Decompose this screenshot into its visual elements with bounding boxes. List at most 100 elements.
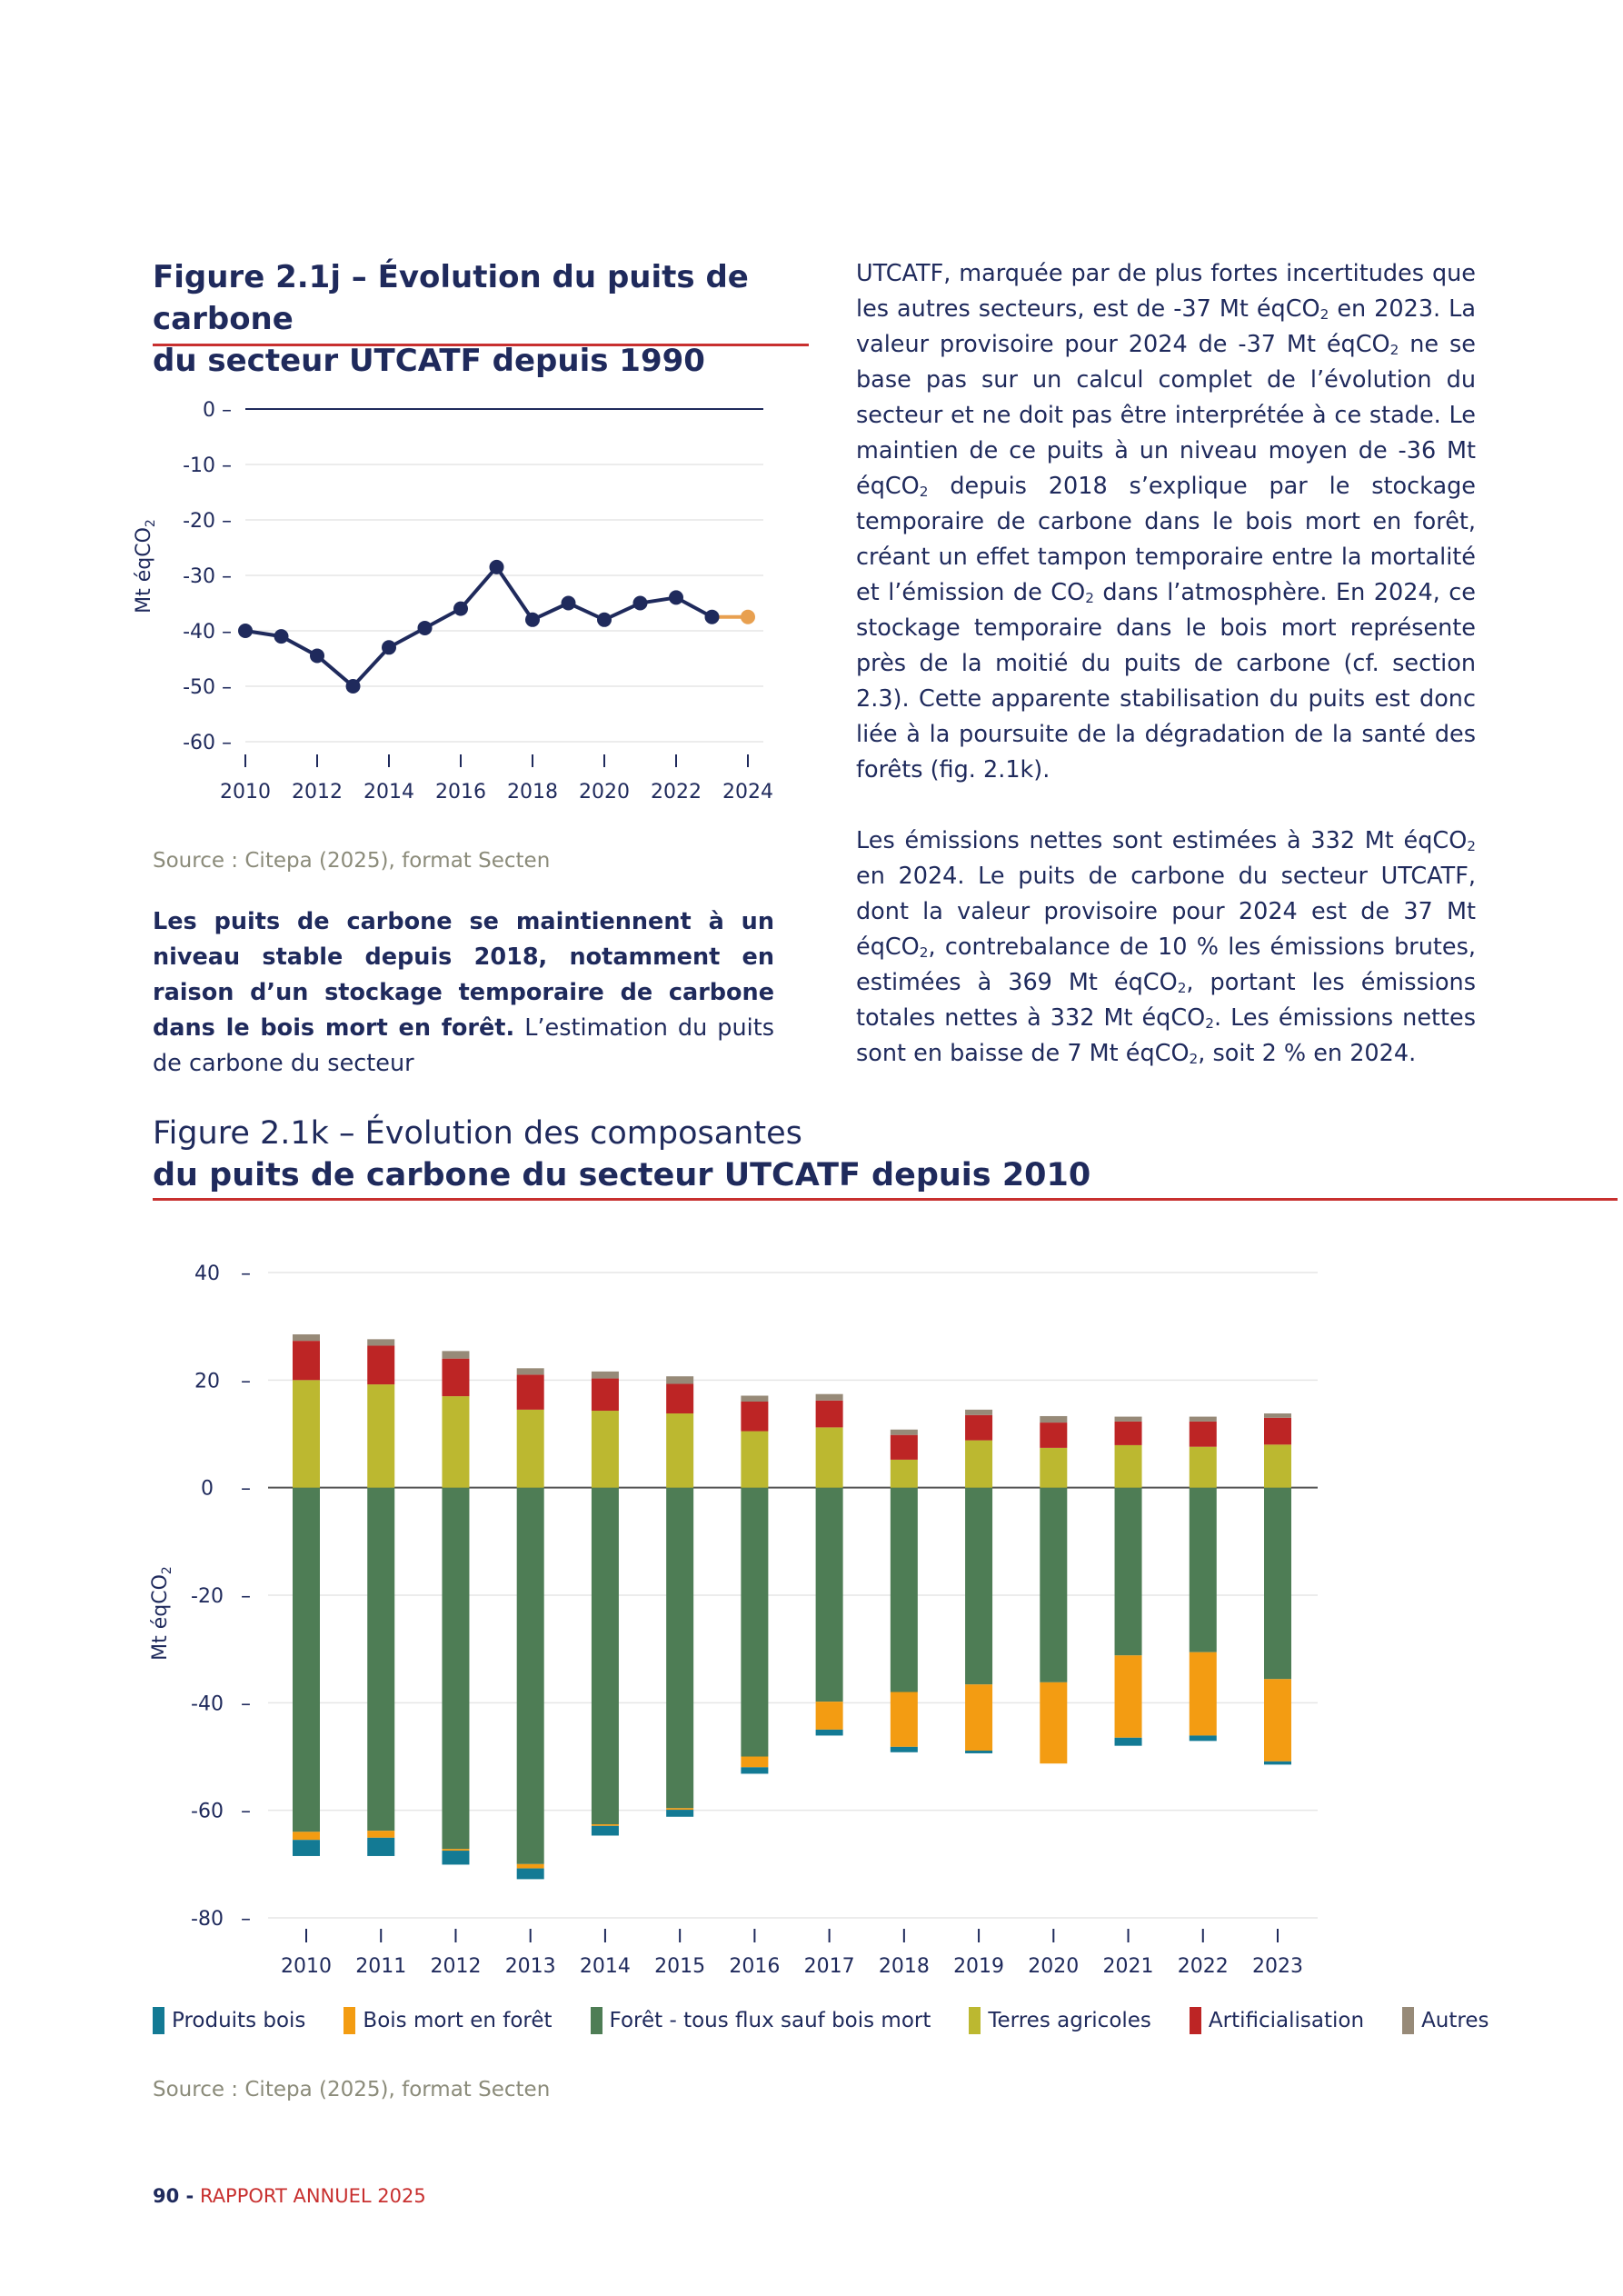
bar-segment bbox=[293, 1334, 320, 1342]
bar-segment bbox=[1040, 1682, 1068, 1764]
figure-k-rule bbox=[153, 1198, 1618, 1201]
bar-segment bbox=[965, 1684, 993, 1751]
bar-segment bbox=[367, 1345, 395, 1385]
bar-segment bbox=[1264, 1413, 1291, 1418]
x-tick-label: 2019 bbox=[953, 1955, 1004, 1978]
bar-segment bbox=[591, 1411, 619, 1488]
legend-swatch bbox=[153, 2007, 164, 2034]
data-point bbox=[453, 601, 468, 616]
y-tick-label: -60 – bbox=[183, 732, 232, 754]
data-point bbox=[310, 648, 324, 664]
figure-j-source: Source : Citepa (2025), format Secten bbox=[153, 849, 551, 873]
data-point bbox=[669, 590, 683, 605]
legend-label: Bois mort en forêt bbox=[363, 2009, 553, 2032]
bar-segment bbox=[1040, 1423, 1068, 1448]
bar-segment bbox=[666, 1376, 694, 1384]
bar-segment bbox=[442, 1351, 470, 1359]
bar-segment bbox=[367, 1837, 395, 1856]
right-paragraph-2: Les émissions nettes sont estimées à 332… bbox=[856, 827, 1477, 1067]
y-tick-dash: – bbox=[241, 1585, 251, 1608]
legend-swatch bbox=[344, 2007, 356, 2034]
figure-k-title: Figure 2.1k – Évolution des composantes … bbox=[153, 1113, 1243, 1196]
y-axis-label: Mt éqCO2 bbox=[133, 519, 158, 614]
y-tick-label: -40 bbox=[191, 1692, 224, 1715]
bar-segment bbox=[666, 1413, 694, 1488]
bar-segment bbox=[1264, 1487, 1291, 1680]
series-line bbox=[244, 564, 713, 689]
bar-segment bbox=[890, 1429, 918, 1435]
bar-segment bbox=[1114, 1444, 1142, 1488]
x-tick-label: 2021 bbox=[1103, 1955, 1154, 1978]
y-tick-dash: – bbox=[241, 1263, 251, 1285]
x-tick-label: 2012 bbox=[430, 1955, 481, 1978]
y-axis-label: Mt éqCO2 bbox=[149, 1566, 174, 1661]
figure-j-title-line1: Figure 2.1j – Évolution du puits de carb… bbox=[153, 259, 749, 337]
x-tick-label: 2022 bbox=[651, 781, 702, 804]
data-point bbox=[274, 629, 289, 644]
bar-segment bbox=[1114, 1487, 1142, 1656]
legend-label: Terres agricoles bbox=[988, 2009, 1151, 2032]
x-tick-label: 2016 bbox=[729, 1955, 780, 1978]
bar-segment bbox=[1189, 1416, 1217, 1422]
figure-j-title-line2: du secteur UTCATF depuis 1990 bbox=[153, 343, 705, 379]
data-point bbox=[741, 609, 755, 624]
x-tick-label: 2022 bbox=[1178, 1955, 1229, 1978]
x-tick-label: 2023 bbox=[1252, 1955, 1303, 1978]
bar-segment bbox=[1114, 1655, 1142, 1738]
bar-segment bbox=[965, 1440, 993, 1488]
data-point bbox=[704, 609, 720, 624]
x-tick-label: 2012 bbox=[292, 781, 343, 804]
bar-segment bbox=[516, 1487, 544, 1864]
bar-segment bbox=[890, 1746, 918, 1752]
x-tick-label: 2020 bbox=[579, 781, 630, 804]
bar-segment bbox=[293, 1380, 320, 1488]
bar-segment bbox=[293, 1840, 320, 1856]
legend-swatch bbox=[1402, 2007, 1415, 2034]
x-tick-label: 2011 bbox=[355, 1955, 406, 1978]
y-tick-label: 20 bbox=[194, 1370, 220, 1393]
y-tick-label: -60 bbox=[191, 1801, 224, 1823]
x-tick-label: 2024 bbox=[722, 781, 773, 804]
bar-segment bbox=[666, 1810, 694, 1817]
bar-segment bbox=[741, 1487, 769, 1757]
bar-segment bbox=[591, 1825, 619, 1836]
bar-segment bbox=[1189, 1421, 1217, 1447]
bar-segment bbox=[1040, 1487, 1068, 1682]
right-paragraph-1: UTCATF, marquée par de plus fortes incer… bbox=[856, 260, 1476, 784]
bar-segment bbox=[815, 1702, 843, 1730]
bar-segment bbox=[442, 1358, 470, 1397]
y-tick-label: -20 – bbox=[183, 510, 232, 533]
bar-segment bbox=[293, 1341, 320, 1381]
bar-segment bbox=[367, 1487, 395, 1832]
bar-segment bbox=[965, 1414, 993, 1441]
bar-segment bbox=[815, 1487, 843, 1702]
bar-segment bbox=[516, 1863, 544, 1869]
bar-segment bbox=[516, 1409, 544, 1488]
data-point bbox=[597, 612, 612, 627]
bar-segment bbox=[965, 1409, 993, 1415]
bar-segment bbox=[890, 1459, 918, 1488]
bar-segment bbox=[367, 1831, 395, 1838]
y-tick-label: 0 bbox=[201, 1478, 214, 1501]
bar-segment bbox=[1264, 1679, 1291, 1762]
x-tick-label: 2014 bbox=[363, 781, 414, 804]
legend-label: Produits bois bbox=[172, 2009, 306, 2032]
bar-segment bbox=[741, 1395, 769, 1402]
y-tick-label: 0 – bbox=[203, 399, 232, 422]
left-paragraph: Les puits de carbone se maintiennent à u… bbox=[153, 904, 774, 1082]
x-tick-label: 2014 bbox=[580, 1955, 631, 1978]
bar-segment bbox=[591, 1487, 619, 1825]
bar-segment bbox=[1189, 1487, 1217, 1652]
y-tick-label: -20 bbox=[191, 1585, 224, 1608]
bar-segment bbox=[1264, 1444, 1291, 1488]
bar-segment bbox=[741, 1431, 769, 1488]
y-tick-dash: – bbox=[241, 1908, 251, 1931]
bar-segment bbox=[1189, 1652, 1217, 1736]
bar-segment bbox=[666, 1487, 694, 1809]
bar-segment bbox=[890, 1434, 918, 1460]
figure-k-legend: Produits bois Bois mort en forêt Forêt - t… bbox=[153, 2007, 1527, 2034]
left-paragraph-lead: Les puits de carbone se maintiennent à u… bbox=[153, 908, 774, 1042]
bar-segment bbox=[293, 1487, 320, 1832]
legend-label: Artificialisation bbox=[1208, 2009, 1365, 2032]
